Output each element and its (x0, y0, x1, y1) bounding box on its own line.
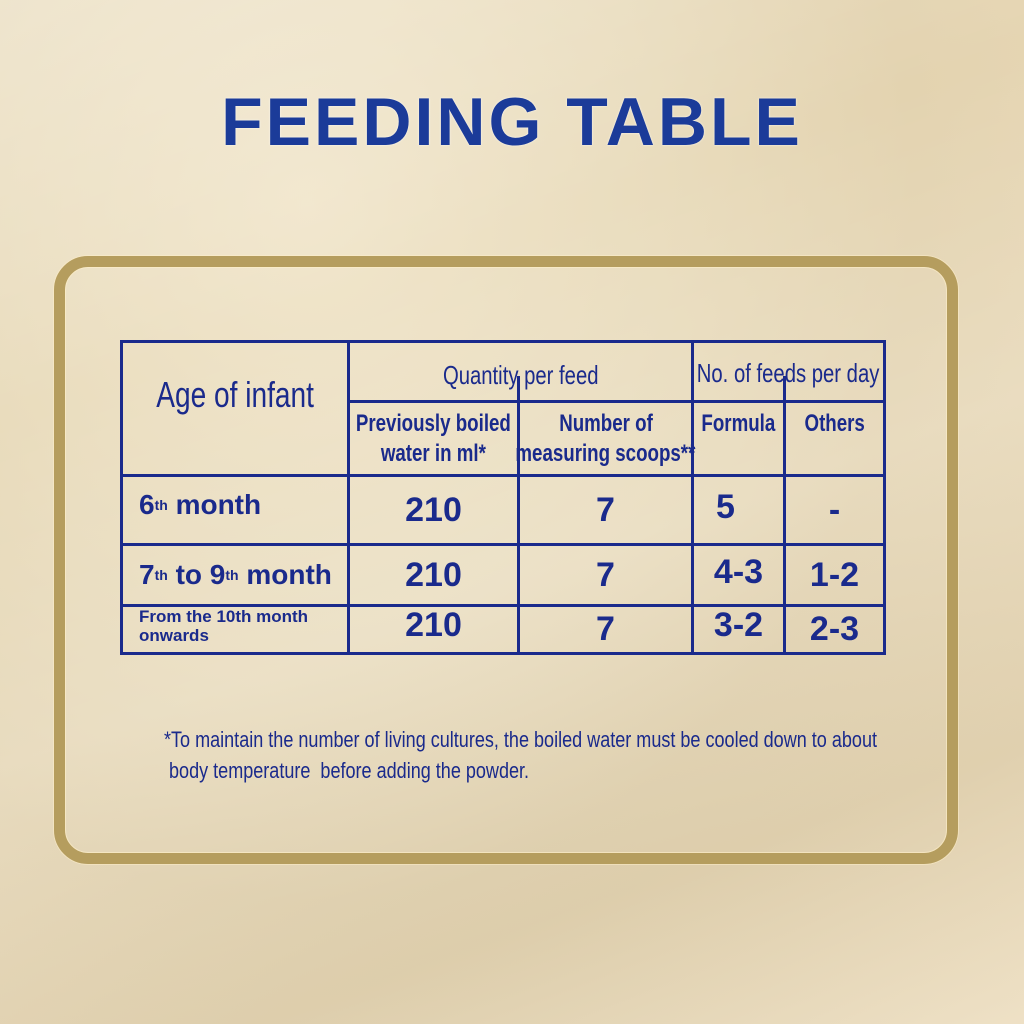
table-divider (123, 474, 883, 477)
header-feeds-group: No. of feeds per day (694, 343, 883, 400)
table-cell-others: 2-3 (786, 607, 883, 652)
table-cell-formula: 5 (694, 477, 783, 543)
age-to: to 9 (167, 559, 226, 590)
header-water-line2: water in ml* (380, 439, 487, 467)
formula-value: 3-2 (713, 606, 764, 644)
others-value: 2-3 (809, 610, 860, 648)
header-quantity-group: Quantity per feed (350, 343, 691, 400)
table-cell-scoops: 7 (520, 546, 691, 604)
scoops-value: 7 (596, 490, 615, 529)
table-cell-others: 1-2 (786, 546, 883, 604)
scoops-value: 7 (596, 610, 615, 648)
header-age: Age of infant (123, 343, 347, 474)
table-cell-water: 210 (350, 546, 517, 604)
water-value: 210 (405, 490, 462, 529)
table-divider (123, 543, 883, 546)
water-value: 210 (405, 555, 462, 594)
footnote-line1: *To maintain the number of living cultur… (164, 727, 878, 752)
age-line1: From the 10th month (139, 607, 309, 626)
table-divider (123, 604, 883, 607)
age-number: 6 (139, 489, 155, 520)
header-others: Others (786, 403, 883, 474)
header-scoops-line2: measuring scoops** (515, 439, 696, 467)
header-scoops-line1: Number of (558, 409, 653, 437)
scoops-value: 7 (596, 555, 615, 594)
formula-value: 5 (716, 487, 735, 526)
others-value: 1-2 (809, 555, 860, 594)
header-formula-label: Formula (701, 409, 776, 437)
table-cell-formula: 3-2 (694, 606, 783, 652)
age-unit: month (238, 559, 332, 590)
table-cell-scoops: 7 (520, 607, 691, 652)
header-formula: Formula (694, 403, 783, 474)
footnote-line2: body temperature before adding the powde… (164, 758, 530, 783)
table-divider (691, 343, 694, 652)
page-title: FEEDING TABLE (221, 84, 803, 160)
age-unit: month (167, 489, 262, 520)
gold-frame (54, 256, 958, 864)
header-quantity-label: Quantity per feed (442, 360, 599, 390)
header-water-line1: Previously boiled (356, 409, 512, 437)
table-cell-scoops: 7 (520, 477, 691, 543)
others-value: - (828, 490, 841, 529)
header-age-label: Age of infant (156, 373, 314, 415)
header-water: Previously boiled water in ml* (350, 403, 517, 474)
age-line2: onwards (139, 626, 209, 645)
header-others-label: Others (804, 409, 865, 437)
table-divider (347, 343, 350, 652)
table-cell-formula: 4-3 (694, 546, 783, 604)
formula-value: 4-3 (713, 552, 764, 591)
water-value: 210 (405, 606, 462, 644)
table-row-age: From the 10th month onwards (123, 607, 347, 652)
header-scoops: Number of measuring scoops** (516, 403, 696, 474)
table-divider (517, 376, 520, 652)
table-cell-water: 210 (350, 477, 517, 543)
table-divider (347, 400, 883, 403)
table-cell-water: 210 (350, 606, 517, 652)
header-feeds-label: No. of feeds per day (697, 358, 880, 388)
feeding-table: Age of infant Quantity per feed No. of f… (120, 340, 886, 655)
table-divider (783, 376, 786, 652)
table-cell-others: - (786, 477, 883, 543)
footnote: *To maintain the number of living cultur… (164, 724, 884, 786)
age-number: 7 (139, 559, 155, 590)
